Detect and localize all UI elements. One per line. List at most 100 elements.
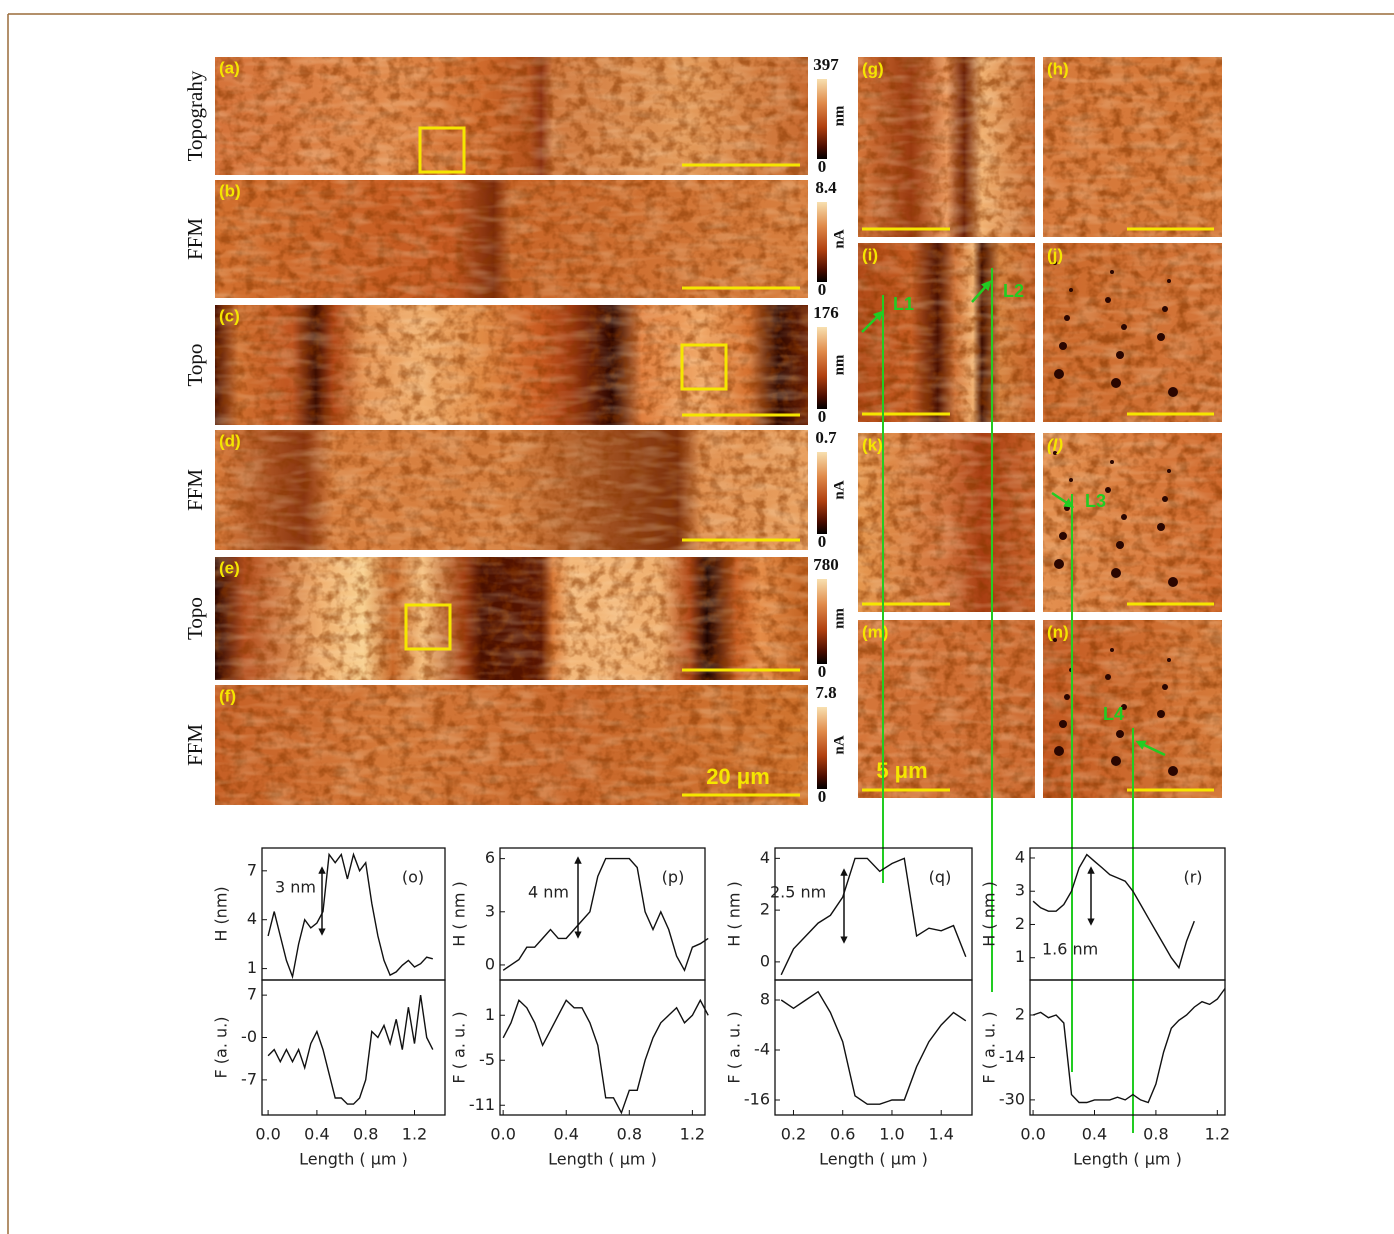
x-tick-label: 0.2 [781, 1125, 806, 1144]
x-axis-label: Length ( μm ) [819, 1150, 928, 1169]
x-tick-label: 0.4 [554, 1125, 579, 1144]
color-bar-unit: nm [831, 608, 847, 629]
panel-letter: (j) [1047, 245, 1063, 264]
y-axis-label: H ( nm ) [980, 881, 999, 947]
image-streaks [215, 57, 808, 175]
color-bar-max: 8.4 [815, 178, 837, 197]
row-label: Topograhy [183, 70, 207, 161]
x-tick-label: 1.4 [928, 1125, 953, 1144]
panel-letter: (i) [862, 245, 878, 264]
plot-frame [1030, 980, 1225, 1115]
color-bar [817, 327, 827, 409]
profile-chart: 1234H ( nm )2-14-30F ( a. u. )0.00.40.81… [980, 847, 1231, 1168]
image-panel: (g) [858, 57, 1035, 237]
color-bar-min: 0 [818, 532, 827, 551]
pit [1054, 559, 1064, 569]
pit [1069, 478, 1073, 482]
row-label: FFM [183, 724, 207, 766]
y-tick-label: -0 [241, 1027, 257, 1046]
color-bar-unit: nm [831, 105, 847, 126]
pit [1111, 756, 1121, 766]
image-panel: (j) [1043, 243, 1222, 422]
pit [1157, 523, 1165, 531]
pit [1157, 333, 1165, 341]
image-streaks [858, 243, 1035, 422]
y-tick-label: 1 [1015, 947, 1025, 966]
pit [1162, 496, 1168, 502]
image-streaks [858, 433, 1035, 612]
y-tick-label: -14 [999, 1047, 1025, 1066]
color-bar [817, 452, 827, 534]
color-bar [817, 202, 827, 282]
figure: (a)Topograhy397nm0(b)FFM8.4nA0(c)Topo176… [0, 0, 1394, 1234]
pit [1168, 387, 1178, 397]
pit [1059, 720, 1067, 728]
height-annotation: 4 nm [528, 883, 569, 902]
color-bar [817, 579, 827, 664]
profile-plots: 147H (nm)7-0-7F (a. u.)0.00.40.81.2Lengt… [212, 847, 1231, 1168]
image-streaks [215, 557, 808, 680]
color-bar-min: 0 [818, 407, 827, 426]
panel-letter: (f) [219, 686, 236, 705]
color-bar-max: 0.7 [815, 428, 837, 447]
y-tick-label: 7 [247, 985, 257, 1004]
color-bar-unit: nA [831, 735, 847, 754]
height-annotation: 3 nm [275, 878, 316, 897]
pit [1105, 297, 1111, 303]
color-bar-min: 0 [818, 787, 827, 806]
afm-images: (a)Topograhy397nm0(b)FFM8.4nA0(c)Topo176… [183, 55, 1222, 1133]
pit [1168, 577, 1178, 587]
y-axis-label: F (a. u.) [212, 1017, 231, 1079]
pit [1111, 378, 1121, 388]
pit [1110, 460, 1114, 464]
x-tick-label: 0.0 [1020, 1125, 1045, 1144]
color-bar-unit: nA [831, 480, 847, 499]
row-label: FFM [183, 218, 207, 260]
color-bar-max: 7.8 [815, 683, 836, 702]
y-tick-label: 4 [247, 909, 257, 928]
image-streaks [1043, 57, 1222, 237]
marker-label: L3 [1085, 491, 1106, 511]
y-tick-label: 3 [485, 901, 495, 920]
x-tick-label: 1.2 [402, 1125, 427, 1144]
pit [1162, 684, 1168, 690]
y-tick-label: 3 [1015, 881, 1025, 900]
color-bar-max: 780 [813, 555, 839, 574]
color-bar-min: 0 [818, 157, 827, 176]
pit [1116, 351, 1124, 359]
panel-letter: (h) [1047, 59, 1069, 78]
row-label: Topo [183, 344, 207, 387]
body: {"figure": { "left_panels": [ {"letter":… [0, 0, 1394, 1234]
color-bar-unit: nm [831, 354, 847, 375]
x-tick-label: 0.8 [1143, 1125, 1168, 1144]
y-tick-label: -30 [999, 1089, 1025, 1108]
image-streaks [215, 430, 808, 550]
row-label: FFM [183, 469, 207, 511]
marker-label: L4 [1103, 704, 1124, 724]
y-tick-label: 1 [485, 1005, 495, 1024]
y-tick-label: 0 [485, 954, 495, 973]
y-axis-label: F ( a. u. ) [725, 1011, 744, 1083]
x-tick-label: 1.0 [879, 1125, 904, 1144]
y-tick-label: 0 [760, 951, 770, 970]
y-tick-label: 2 [1015, 914, 1025, 933]
pit [1110, 270, 1114, 274]
color-bar [817, 79, 827, 159]
pit [1121, 514, 1127, 520]
profile-chart: 024H ( nm )8-4-16F ( a. u. )0.20.61.01.4… [725, 848, 973, 1169]
plot-frame [262, 980, 445, 1115]
y-tick-label: -16 [744, 1090, 770, 1109]
profile-line [781, 992, 966, 1104]
panel-letter: (o) [402, 868, 424, 887]
image-streaks [1043, 243, 1222, 422]
y-tick-label: 2 [1015, 1005, 1025, 1024]
image-streaks [215, 305, 808, 425]
panel-letter: (g) [862, 59, 884, 78]
y-tick-label: 4 [760, 848, 770, 867]
y-tick-label: 2 [760, 900, 770, 919]
panel-letter: (k) [862, 435, 883, 454]
